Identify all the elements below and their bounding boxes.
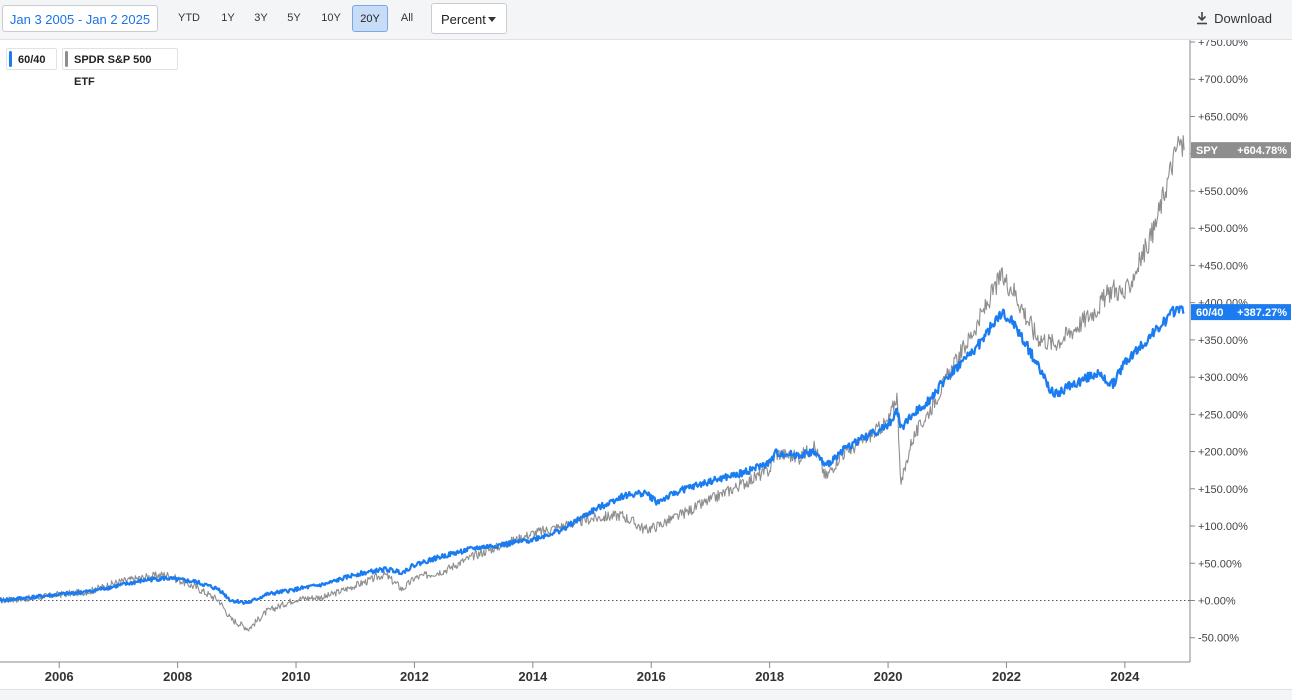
y-tick-label: +0.00%: [1198, 596, 1236, 608]
y-tick-label: +450.00%: [1198, 260, 1248, 272]
range-5y-button[interactable]: 5Y: [287, 12, 301, 24]
footer-bar: [0, 689, 1292, 700]
download-button[interactable]: Download: [1196, 10, 1272, 28]
last-value-tag-spy: SPY +604.78%: [1191, 142, 1291, 159]
y-tick-label: +150.00%: [1198, 484, 1248, 496]
x-tick-label: 2006: [45, 669, 74, 684]
range-10y-button[interactable]: 10Y: [321, 12, 341, 24]
series-line-spy: [0, 135, 1185, 632]
last-value-tag-bg: [1191, 304, 1291, 321]
x-tick-label: 2024: [1110, 669, 1140, 684]
series-line-60-40: [0, 305, 1185, 605]
legend-item-60-40[interactable]: 60/40: [6, 48, 57, 70]
y-tick-label: +100.00%: [1198, 521, 1248, 533]
y-tick-label: +650.00%: [1198, 111, 1248, 123]
range-20y-button[interactable]: 20Y: [352, 5, 388, 32]
y-tick-label: +550.00%: [1198, 186, 1248, 198]
legend-item-spy[interactable]: SPDR S&P 500 ETF: [62, 48, 178, 88]
scale-select[interactable]: Percent: [431, 3, 507, 34]
date-range-button[interactable]: Jan 3 2005 - Jan 2 2025: [2, 5, 158, 32]
download-label: Download: [1214, 11, 1272, 26]
last-value-tag-bg: [1191, 142, 1291, 159]
x-tick-label: 2016: [637, 669, 666, 684]
caret-down-icon: [488, 17, 496, 22]
y-tick-label: +50.00%: [1198, 558, 1242, 570]
y-tick-label: +200.00%: [1198, 447, 1248, 459]
x-tick-label: 2020: [874, 669, 903, 684]
last-value-series-tag: 60/40: [1196, 307, 1224, 319]
range-3y-button[interactable]: 3Y: [254, 12, 268, 24]
scale-select-value: Percent: [441, 12, 486, 27]
legend-label-60-40: 60/40: [18, 54, 46, 66]
y-tick-label: +700.00%: [1198, 74, 1248, 86]
y-tick-label: +350.00%: [1198, 335, 1248, 347]
last-value-series-tag: SPY: [1196, 145, 1219, 157]
toolbar: Jan 3 2005 - Jan 2 2025 YTD 1Y 3Y 5Y 10Y…: [0, 0, 1292, 40]
last-value-label: +604.78%: [1237, 145, 1287, 157]
x-tick-label: 2022: [992, 669, 1021, 684]
y-tick-label: -50.00%: [1198, 633, 1239, 645]
legend-swatch-60-40: [9, 51, 12, 67]
range-all-button[interactable]: All: [400, 12, 414, 24]
y-tick-label: +750.00%: [1198, 40, 1248, 49]
last-value-tag-60-40: 60/40 +387.27%: [1191, 304, 1291, 321]
legend-label-spy: SPDR S&P 500 ETF: [74, 54, 152, 88]
y-tick-label: +300.00%: [1198, 372, 1248, 384]
x-tick-label: 2014: [518, 669, 548, 684]
last-value-label: +387.27%: [1237, 307, 1287, 319]
range-1y-button[interactable]: 1Y: [221, 12, 235, 24]
x-tick-label: 2018: [755, 669, 784, 684]
y-tick-label: +500.00%: [1198, 223, 1248, 235]
download-icon: [1197, 12, 1208, 25]
x-tick-label: 2010: [282, 669, 311, 684]
x-tick-label: 2012: [400, 669, 429, 684]
y-tick-label: +250.00%: [1198, 409, 1248, 421]
range-ytd-button[interactable]: YTD: [178, 12, 200, 24]
legend-swatch-spy: [65, 51, 68, 67]
performance-chart[interactable]: +750.00%+700.00%+650.00%+600.00%+550.00%…: [0, 40, 1292, 689]
x-tick-label: 2008: [163, 669, 192, 684]
